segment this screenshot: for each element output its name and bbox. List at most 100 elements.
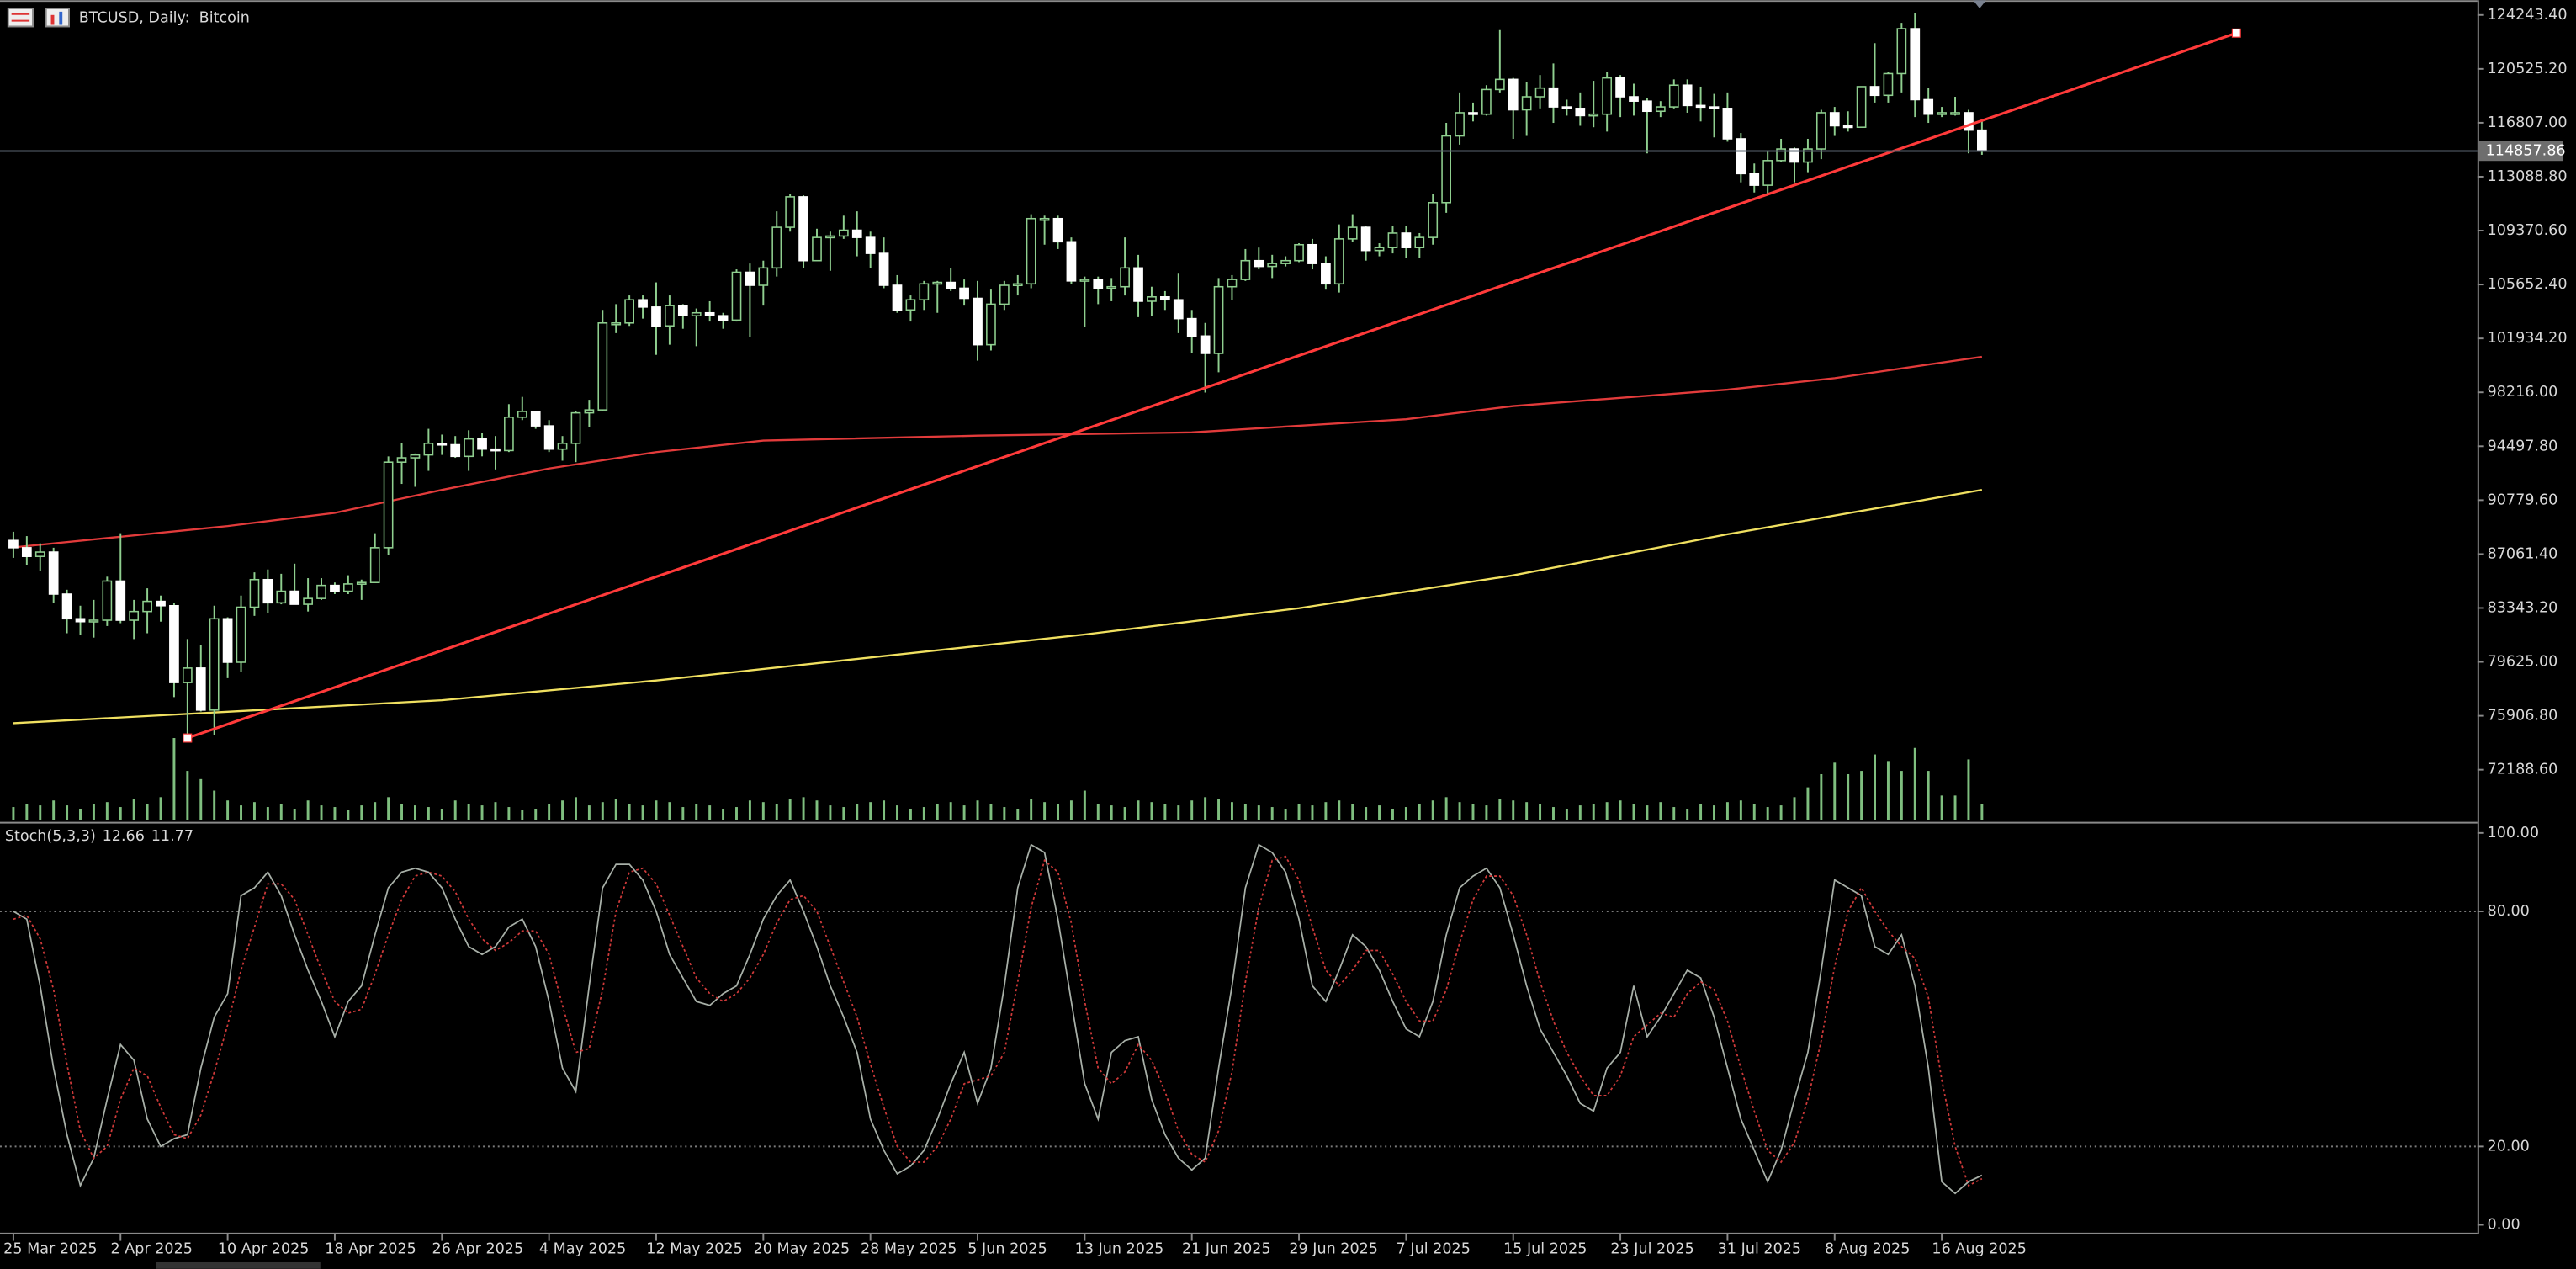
volume-bar — [1137, 800, 1140, 820]
volume-bar — [735, 807, 738, 820]
volume-bar — [360, 805, 363, 820]
candle-body — [1052, 217, 1063, 243]
y-tick-label: 94497.80 — [2488, 438, 2558, 454]
candle-body — [1789, 148, 1799, 163]
volume-bar — [628, 804, 631, 820]
volume-bar — [1605, 802, 1609, 820]
x-tick-label: 8 Aug 2025 — [1825, 1240, 1910, 1257]
candle-body — [1374, 247, 1385, 252]
volume-bar — [39, 805, 42, 820]
volume-bar — [25, 804, 29, 820]
candle-body — [34, 551, 45, 557]
volume-bar — [1110, 805, 1113, 820]
volume-bar — [1217, 799, 1221, 820]
candle-body — [584, 409, 595, 414]
volume-bar — [1913, 747, 1916, 820]
candle-body — [21, 547, 32, 557]
candle-body — [1869, 86, 1880, 97]
candle-body — [1682, 84, 1693, 107]
candle-body — [557, 443, 568, 450]
candle-body — [1200, 335, 1211, 354]
y-tick-label: 105652.40 — [2488, 276, 2568, 293]
volume-bar — [1793, 797, 1796, 820]
volume-bar — [480, 805, 484, 820]
icon-chart — [45, 8, 70, 28]
x-tick-label: 26 Apr 2025 — [432, 1240, 524, 1257]
volume-bar — [1069, 800, 1073, 820]
volume-bar — [976, 800, 979, 820]
candle-body — [1280, 259, 1291, 264]
candle-body — [1333, 238, 1344, 285]
candle-body — [1642, 100, 1652, 113]
candle-body — [1321, 263, 1331, 285]
volume-bar — [1404, 807, 1407, 820]
candle-body — [1521, 96, 1532, 111]
candle-body — [718, 315, 729, 321]
volume-bar — [775, 804, 778, 820]
volume-bar — [1030, 799, 1033, 820]
y-tick-label: 80.00 — [2488, 903, 2530, 920]
y-tick-label: 101934.20 — [2488, 330, 2568, 347]
y-tick-label: 116807.00 — [2488, 114, 2568, 131]
candle-body — [464, 438, 474, 458]
candle-body — [919, 283, 930, 301]
volume-bar — [105, 802, 109, 820]
candle-body — [1133, 267, 1143, 302]
candle-body — [530, 411, 541, 427]
candle-body — [410, 454, 421, 459]
candle-body — [999, 284, 1010, 305]
candle-body — [624, 299, 635, 324]
volume-bar — [1592, 804, 1595, 820]
x-tick-label: 29 Jun 2025 — [1289, 1240, 1378, 1257]
candle-body — [1213, 285, 1224, 354]
x-tick-label: 13 Jun 2025 — [1075, 1240, 1164, 1257]
candle-body — [838, 229, 849, 237]
volume-bar — [507, 807, 511, 820]
volume-bar — [1940, 795, 1943, 820]
volume-bar — [1057, 804, 1059, 820]
volume-bar — [1980, 804, 1984, 820]
volume-bar — [1565, 808, 1568, 820]
candle-body — [369, 547, 380, 583]
candle-body — [1722, 108, 1733, 140]
candle-body — [1856, 86, 1867, 128]
candle-body — [1829, 112, 1840, 127]
candle-body — [169, 604, 179, 683]
candle-body — [1977, 129, 1987, 152]
candle-body — [75, 618, 86, 623]
volume-bar — [1243, 804, 1247, 820]
candle-body — [1736, 138, 1746, 175]
volume-bar — [279, 804, 283, 820]
candle-body — [1347, 226, 1358, 240]
candle-body — [986, 303, 996, 346]
candle-body — [276, 590, 287, 604]
candle-body — [209, 618, 220, 711]
candle-body — [905, 299, 916, 311]
y-tick-label: 120525.20 — [2488, 61, 2568, 77]
volume-bar — [12, 807, 15, 820]
volume-bar — [548, 804, 551, 820]
volume-bar — [587, 805, 591, 820]
y-tick-label: 109370.60 — [2488, 222, 2568, 239]
shift-marker — [1973, 0, 1986, 8]
candle-body — [798, 196, 808, 262]
volume-bar — [293, 808, 296, 820]
volume-bar — [1552, 807, 1555, 820]
y-tick-label: 98216.00 — [2488, 384, 2558, 401]
candle-body — [1762, 160, 1773, 186]
volume-bar — [936, 804, 939, 820]
candle-body — [437, 443, 448, 446]
y-tick-label: 113088.80 — [2488, 168, 2568, 185]
volume-bar — [856, 804, 859, 820]
volume-bar — [400, 804, 404, 820]
volume-bar — [1713, 805, 1715, 820]
x-tick-label: 18 Apr 2025 — [325, 1240, 416, 1257]
candle-body — [1602, 77, 1613, 115]
candle-body — [1093, 279, 1104, 289]
candle-body — [88, 619, 99, 623]
volume-bar — [1539, 804, 1542, 820]
volume-bar — [1003, 807, 1006, 820]
volume-bar — [989, 804, 993, 820]
volume-bar — [52, 800, 56, 820]
